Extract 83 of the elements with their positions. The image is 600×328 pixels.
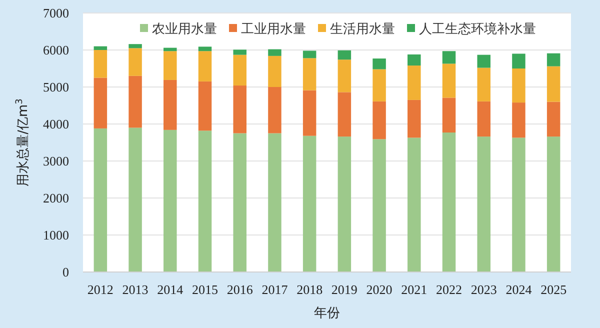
- bar: [512, 138, 526, 272]
- y-tick-label: 7000: [43, 6, 69, 20]
- x-tick-label: 2022: [436, 282, 462, 297]
- bar: [268, 87, 282, 134]
- y-tick-label: 3000: [43, 154, 69, 168]
- bar: [546, 136, 560, 272]
- legend-label: 人工生态环境补水量: [419, 21, 536, 37]
- bar: [128, 48, 142, 76]
- bar: [164, 48, 177, 52]
- bar: [233, 50, 246, 55]
- bar: [94, 78, 108, 128]
- x-tick-label: 2013: [122, 282, 148, 297]
- bar: [442, 51, 456, 64]
- bar: [477, 101, 490, 137]
- bar: [372, 101, 386, 140]
- bar: [442, 98, 456, 133]
- bar: [442, 64, 456, 98]
- bar: [94, 128, 108, 272]
- bar: [128, 128, 142, 272]
- bar: [198, 46, 212, 52]
- bar: [477, 136, 490, 272]
- y-tick-label: 6000: [43, 42, 69, 58]
- x-tick-label: 2015: [192, 282, 218, 297]
- bar: [512, 68, 526, 103]
- x-tick-label: 2019: [331, 282, 358, 297]
- bar: [164, 130, 177, 272]
- bar: [372, 58, 386, 70]
- x-tick-label: 2016: [226, 282, 254, 297]
- x-axis-title: 年份: [314, 306, 340, 321]
- bar: [338, 136, 352, 272]
- bar: [442, 132, 456, 272]
- bar: [477, 68, 490, 102]
- x-tick-label: 2018: [296, 282, 323, 297]
- bar: [233, 54, 246, 86]
- bar: [408, 138, 421, 272]
- bar: [268, 49, 282, 56]
- x-tick-label: 2024: [506, 282, 532, 297]
- bar: [302, 58, 316, 90]
- bar: [338, 50, 352, 60]
- bar: [302, 136, 316, 272]
- bar: [338, 60, 352, 92]
- bar: [233, 133, 246, 272]
- bar: [477, 54, 490, 68]
- bar: [128, 44, 142, 48]
- bar: [546, 53, 560, 66]
- legend-label: 农业用水量: [152, 22, 217, 37]
- legend-label: 工业用水量: [241, 22, 306, 37]
- y-tick-label: 2000: [43, 190, 69, 206]
- bar: [512, 54, 526, 68]
- bar: [408, 100, 421, 138]
- bar: [198, 81, 212, 131]
- x-tick-label: 2023: [470, 282, 497, 297]
- bar: [164, 80, 177, 130]
- bar: [94, 50, 108, 78]
- x-tick-label: 2025: [540, 282, 567, 297]
- bar: [408, 54, 421, 66]
- bar: [512, 102, 526, 138]
- bar: [164, 51, 177, 80]
- y-tick-label: 0: [62, 264, 69, 280]
- y-tick-label: 4000: [43, 116, 69, 132]
- bar: [128, 76, 142, 128]
- bar: [372, 69, 386, 102]
- bar: [408, 66, 421, 100]
- bar: [338, 92, 352, 137]
- x-tick-label: 2012: [87, 282, 114, 297]
- bar: [94, 46, 108, 50]
- x-tick-label: 2014: [157, 282, 184, 297]
- bar: [302, 50, 316, 58]
- bar: [198, 130, 212, 272]
- y-tick-label: 1000: [43, 228, 69, 242]
- x-tick-label: 2020: [366, 282, 392, 297]
- bar: [233, 86, 246, 134]
- bar: [268, 56, 282, 87]
- y-tick-label: 5000: [43, 80, 69, 94]
- x-tick-label: 2021: [401, 282, 428, 297]
- legend-label: 生活用水量: [330, 22, 395, 37]
- bar: [372, 139, 386, 272]
- bar: [302, 90, 316, 136]
- bar: [546, 102, 560, 137]
- bar: [198, 51, 212, 82]
- bar: [268, 133, 282, 272]
- bar: [546, 66, 560, 102]
- x-tick-label: 2017: [262, 282, 288, 297]
